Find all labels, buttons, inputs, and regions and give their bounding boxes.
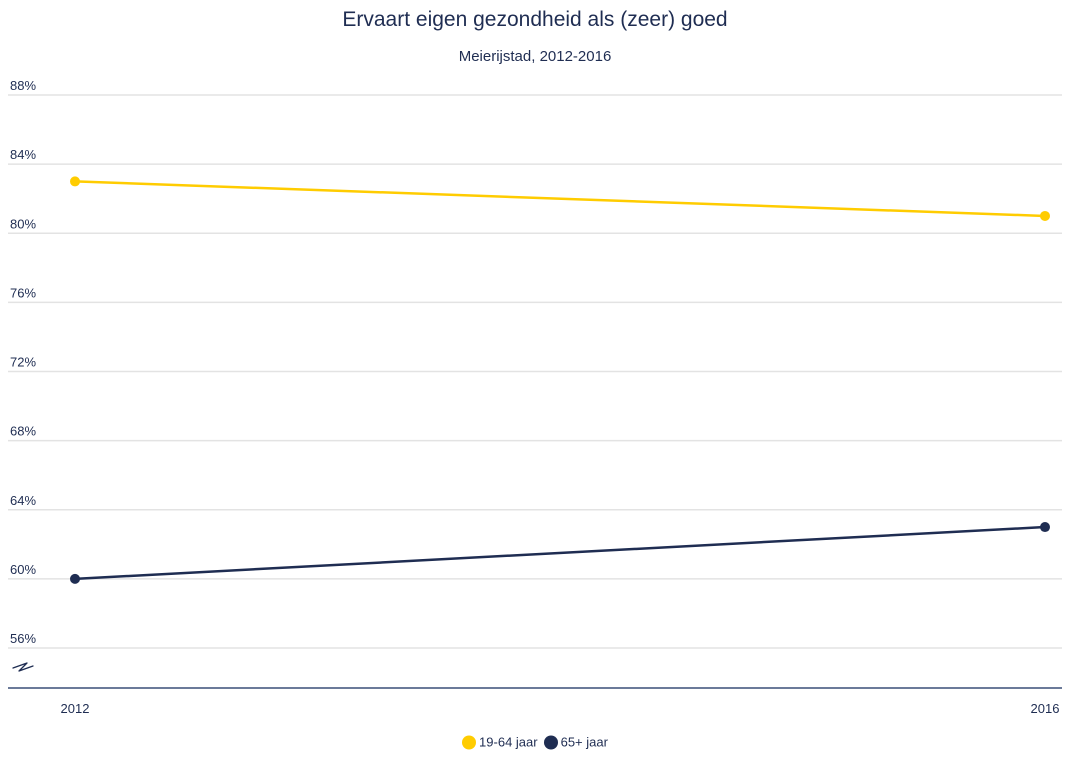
axis-break-mark bbox=[12, 662, 34, 672]
y-tick-label: 56% bbox=[10, 631, 36, 646]
x-tick-label: 2016 bbox=[1031, 701, 1060, 716]
y-axis-ticks: 56% 60% 64% 68% 72% 76% 80% 84% 88% bbox=[10, 78, 36, 646]
legend: 19-64 jaar 65+ jaar bbox=[0, 735, 1070, 750]
chart-title: Ervaart eigen gezondheid als (zeer) goed bbox=[342, 8, 728, 31]
data-point[interactable] bbox=[1040, 210, 1050, 221]
y-tick-label: 72% bbox=[10, 355, 36, 370]
y-tick-label: 76% bbox=[10, 285, 36, 300]
legend-marker bbox=[543, 735, 558, 749]
data-point[interactable] bbox=[1040, 522, 1050, 533]
x-axis-ticks: 2012 2016 bbox=[61, 701, 1060, 716]
y-tick-label: 64% bbox=[10, 493, 36, 508]
gridlines bbox=[8, 94, 1062, 649]
chart-subtitle: Meierijstad, 2012-2016 bbox=[458, 48, 612, 65]
legend-item[interactable]: 19-64 jaar bbox=[462, 735, 538, 750]
legend-label: 65+ jaar bbox=[560, 734, 608, 750]
axis-break-icon bbox=[12, 662, 34, 672]
data-point[interactable] bbox=[70, 573, 80, 584]
y-tick-label: 80% bbox=[10, 216, 36, 231]
series-group bbox=[70, 176, 1050, 584]
series-19-64-jaar bbox=[70, 176, 1050, 221]
legend-marker bbox=[462, 735, 477, 749]
series-line bbox=[74, 525, 1046, 581]
legend-label: 19-64 jaar bbox=[479, 734, 538, 750]
data-point[interactable] bbox=[70, 176, 80, 187]
y-tick-label: 88% bbox=[10, 78, 36, 93]
y-tick-label: 68% bbox=[10, 424, 36, 439]
y-tick-label: 84% bbox=[10, 147, 36, 162]
y-tick-label: 60% bbox=[10, 562, 36, 577]
x-tick-label: 2012 bbox=[61, 701, 90, 716]
legend-item[interactable]: 65+ jaar bbox=[543, 734, 608, 750]
series-line bbox=[74, 180, 1046, 218]
series-65-jaar bbox=[70, 522, 1050, 584]
